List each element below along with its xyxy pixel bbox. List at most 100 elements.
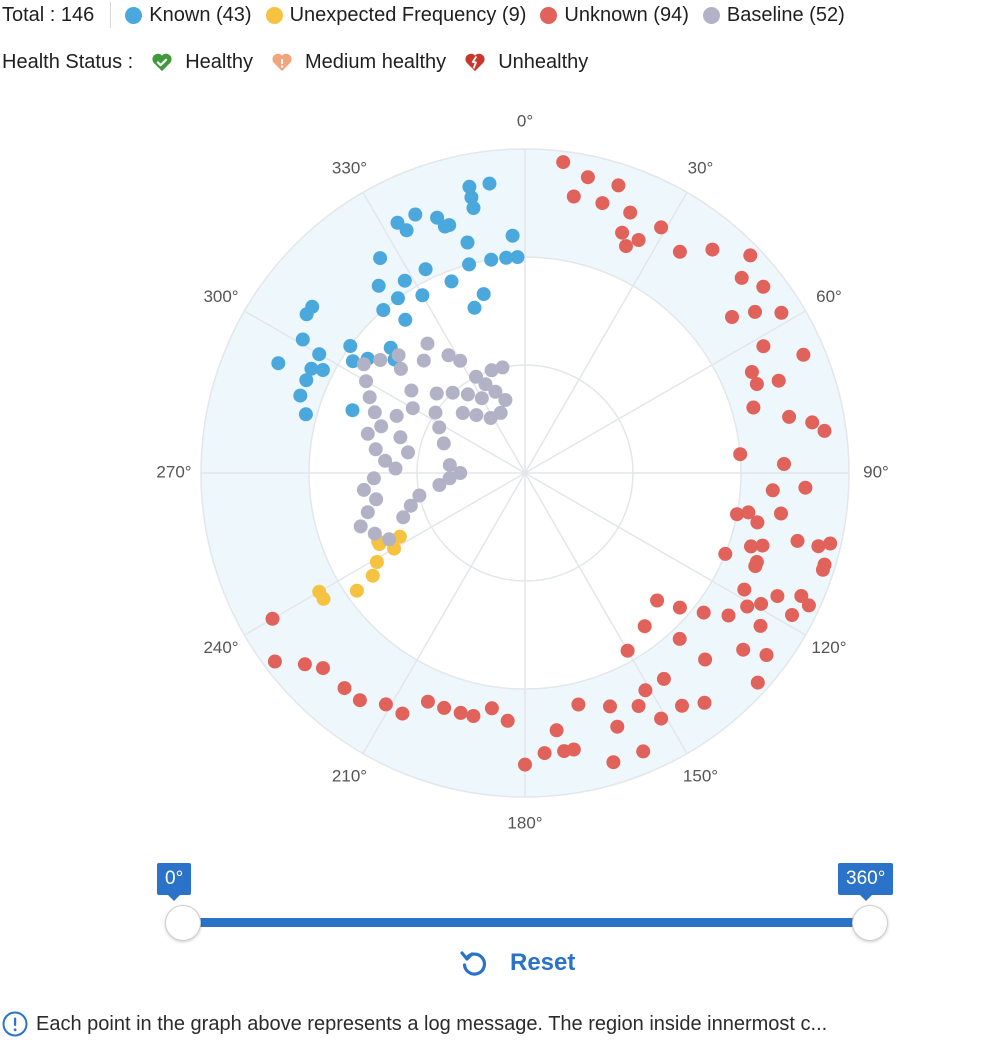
point-baseline [495, 360, 510, 375]
point-unknown [754, 596, 769, 611]
point-unknown [771, 373, 786, 388]
health-item-medium-healthy: Medium healthy [271, 51, 446, 74]
point-baseline [478, 377, 493, 392]
point-unknown [753, 618, 768, 633]
point-unknown [654, 711, 669, 726]
point-unknown [297, 657, 312, 672]
point-baseline [469, 369, 483, 384]
point-known [408, 207, 423, 222]
point-baseline [369, 492, 384, 507]
point-unknown [817, 423, 832, 438]
point-unknown [748, 304, 762, 319]
point-baseline [373, 353, 388, 367]
point-baseline [374, 419, 389, 434]
point-unknown [823, 536, 838, 551]
angle-range-slider: 0° 360° [0, 860, 985, 941]
legend-item-unknown[interactable]: Unknown (94) [540, 4, 689, 27]
point-known [466, 201, 481, 215]
point-baseline [356, 482, 371, 497]
point-known [345, 403, 360, 418]
point-baseline [428, 405, 443, 420]
point-known [467, 300, 482, 315]
point-baseline [441, 348, 456, 363]
health-status-row: Health Status : Healthy Medium healthy U… [2, 46, 588, 78]
point-unknown [815, 562, 830, 577]
point-known [271, 356, 286, 371]
point-unknown [725, 310, 739, 324]
point-baseline [401, 445, 415, 460]
point-baseline [367, 526, 382, 541]
point-baseline [474, 391, 489, 406]
legend-label: Known (43) [149, 3, 252, 26]
point-known [315, 363, 330, 377]
point-unknown [749, 377, 764, 391]
legend-item-unexpected-frequency[interactable]: Unexpected Frequency (9) [265, 3, 527, 27]
spoke-8 [244, 472, 526, 636]
point-unknown [610, 719, 625, 734]
point-unknown [631, 699, 646, 713]
legend-item-baseline[interactable]: Baseline (52) [702, 3, 845, 27]
point-unknown [619, 239, 633, 254]
point-known [398, 312, 413, 327]
point-unknown [740, 599, 755, 614]
legend-dot-unexpected-frequency [265, 6, 283, 24]
point-known [312, 347, 327, 362]
point-known [371, 278, 386, 293]
point-baseline [396, 510, 411, 525]
legend-item-known[interactable]: Known (43) [125, 3, 252, 27]
point-baseline [432, 420, 447, 435]
point-unknown [265, 611, 280, 626]
point-known [499, 250, 514, 265]
point-unknown [631, 233, 646, 247]
point-baseline [367, 405, 382, 420]
point-unknown [484, 701, 499, 716]
slider-track[interactable] [183, 918, 871, 927]
point-baseline [378, 453, 393, 468]
point-unknown [615, 225, 630, 240]
point-known [293, 388, 308, 403]
point-unknown [750, 515, 765, 530]
point-unknown [656, 671, 671, 686]
point-known [391, 291, 405, 306]
legend-label: Unexpected Frequency (9) [289, 3, 527, 26]
point-unknown [611, 178, 626, 193]
point-baseline [388, 461, 403, 476]
point-unexpected-frequency [349, 583, 364, 598]
point-baseline [432, 478, 447, 492]
health-item-label: Medium healthy [305, 50, 447, 73]
point-known [415, 288, 430, 303]
point-baseline [420, 336, 435, 351]
point-unknown [798, 480, 813, 495]
slider-max-handle[interactable] [852, 905, 888, 941]
point-unknown [267, 654, 282, 669]
point-baseline [389, 408, 404, 423]
point-unknown [794, 589, 809, 603]
point-known [444, 274, 459, 289]
point-unknown [744, 539, 758, 554]
point-known [462, 257, 477, 272]
point-baseline [429, 386, 444, 401]
point-known [299, 307, 314, 322]
point-unknown [774, 506, 788, 521]
legend-label: Baseline (52) [726, 3, 845, 26]
point-unknown [765, 483, 780, 498]
point-unknown [774, 305, 789, 320]
footnote: Each point in the graph above represents… [2, 1010, 827, 1038]
spoke-2 [524, 310, 806, 474]
point-known [505, 228, 520, 243]
point-unknown [756, 339, 771, 354]
point-unknown [750, 675, 765, 690]
reset-button[interactable]: Reset [458, 945, 575, 981]
point-unknown [557, 744, 572, 759]
slider-min-handle[interactable] [165, 905, 201, 941]
point-baseline [442, 458, 457, 473]
point-unknown [741, 505, 756, 520]
point-baseline [455, 406, 470, 420]
point-known [343, 339, 358, 353]
point-unknown [730, 507, 744, 522]
point-unknown [759, 648, 774, 662]
point-baseline [405, 401, 420, 416]
heart-check-icon [152, 53, 172, 72]
reset-icon [460, 951, 487, 976]
point-unknown [675, 698, 689, 713]
